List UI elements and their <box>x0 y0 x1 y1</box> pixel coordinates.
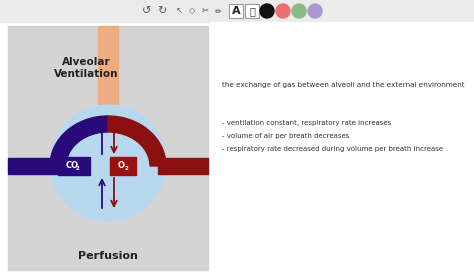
Bar <box>8 26 208 270</box>
Text: ↖: ↖ <box>175 7 182 15</box>
Bar <box>210 22 474 276</box>
Circle shape <box>292 4 306 18</box>
Text: - ventilation constant, respiratory rate increases: - ventilation constant, respiratory rate… <box>222 120 391 126</box>
Polygon shape <box>108 116 166 166</box>
Circle shape <box>50 105 166 221</box>
Text: ↻: ↻ <box>157 6 167 16</box>
Text: O: O <box>118 161 125 171</box>
FancyBboxPatch shape <box>229 4 243 18</box>
Bar <box>58 157 90 175</box>
Bar <box>8 158 66 174</box>
Text: ↺: ↺ <box>142 6 152 16</box>
Text: ◇: ◇ <box>189 7 195 15</box>
Text: CO: CO <box>65 161 79 171</box>
Text: ✏: ✏ <box>215 7 221 15</box>
Text: A: A <box>232 6 240 16</box>
FancyBboxPatch shape <box>245 4 259 18</box>
Text: Perfusion: Perfusion <box>78 251 138 261</box>
Circle shape <box>308 4 322 18</box>
Text: 🖼: 🖼 <box>249 6 255 16</box>
Text: Alveolar
Ventilation: Alveolar Ventilation <box>54 57 118 79</box>
Bar <box>110 157 136 175</box>
Bar <box>98 26 118 130</box>
Text: the exchange of gas between alveoli and the external environment: the exchange of gas between alveoli and … <box>222 82 465 88</box>
Circle shape <box>276 4 290 18</box>
Polygon shape <box>50 116 108 166</box>
Text: - volume of air per breath decreases: - volume of air per breath decreases <box>222 133 349 139</box>
Bar <box>158 158 208 174</box>
Text: 2: 2 <box>125 166 129 171</box>
Circle shape <box>260 4 274 18</box>
Text: - respiratory rate decreased during volume per breath increase: - respiratory rate decreased during volu… <box>222 146 443 152</box>
Bar <box>0 0 474 22</box>
Text: 2: 2 <box>76 166 80 171</box>
Text: ✂: ✂ <box>201 7 209 15</box>
